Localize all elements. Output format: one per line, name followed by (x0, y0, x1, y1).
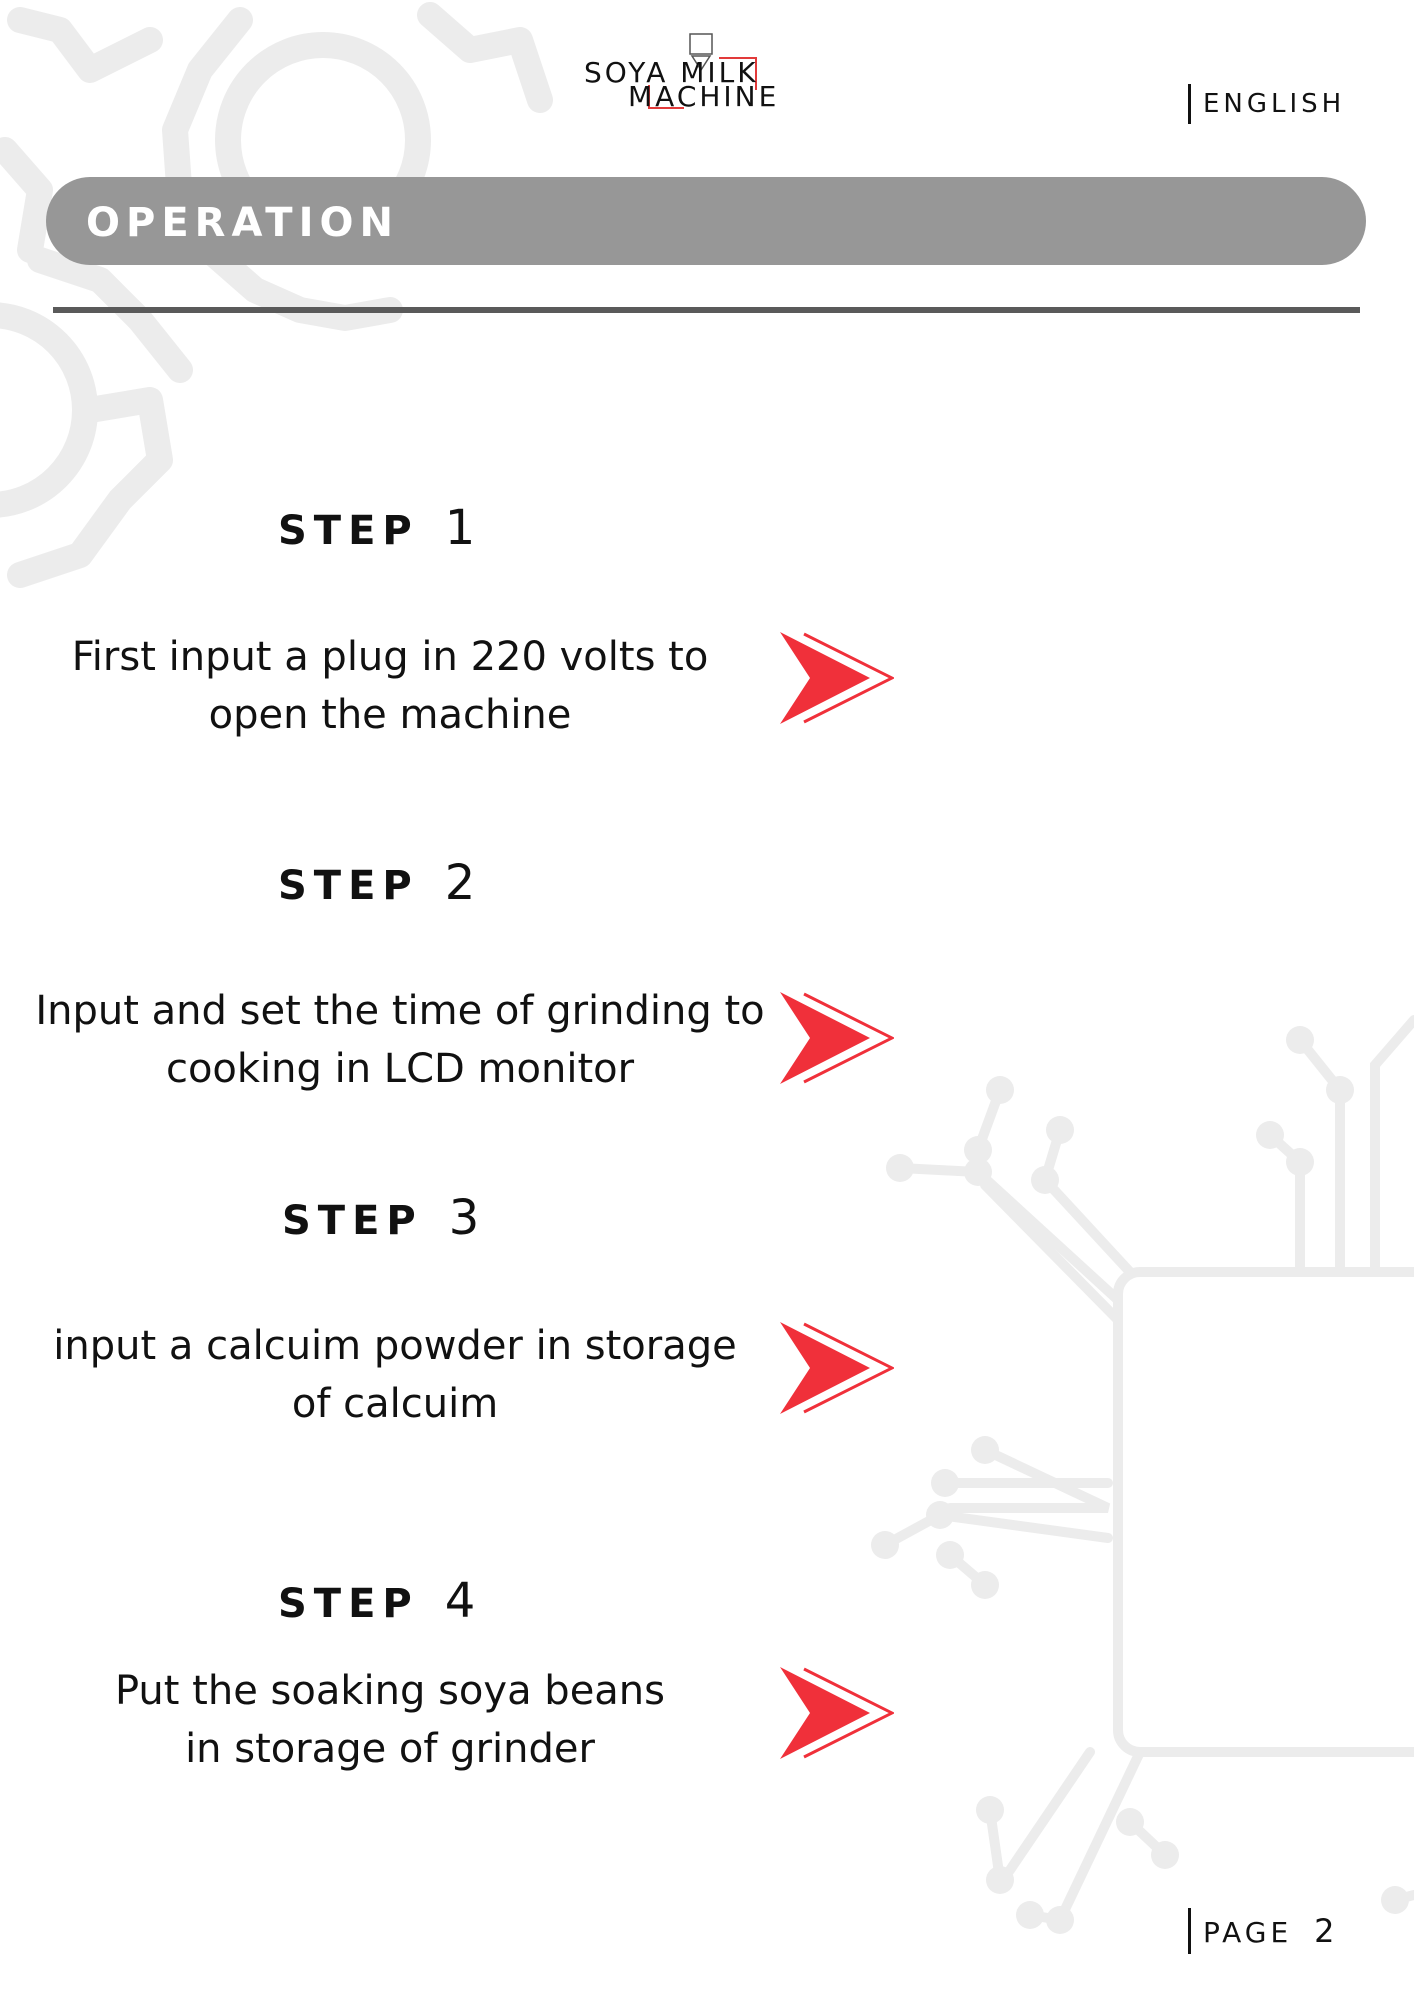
step-3-text-line-1: input a calcuim powder in storage (53, 1323, 737, 1369)
page-number: 2 (1314, 1912, 1335, 1950)
step-3-number: 3 (448, 1190, 480, 1246)
step-3-description: input a calcuim powder in storage of cal… (30, 1317, 760, 1433)
step-2-heading: STEP 2 (278, 855, 475, 911)
step-2-text-line-1: Input and set the time of grinding to (35, 988, 765, 1034)
step-1-text-line-2: open the machine (208, 692, 572, 738)
logo-line-1: SOYA MILK (584, 56, 759, 89)
step-4-description: Put the soaking soya beans in storage of… (40, 1662, 740, 1778)
logo-line-2: MACHINE (628, 80, 780, 113)
step-1-heading: STEP 1 (278, 500, 475, 556)
step-4-number: 4 (444, 1573, 476, 1629)
step-4-text-line-2: in storage of grinder (185, 1726, 595, 1772)
step-2-text-line-2: cooking in LCD monitor (165, 1046, 635, 1092)
step-3-heading: STEP 3 (282, 1190, 479, 1246)
step-1-label: STEP (278, 508, 419, 554)
page-label: PAGE (1203, 1916, 1293, 1949)
step-2-label: STEP (278, 863, 419, 909)
step-1-text-line-1: First input a plug in 220 volts to (71, 634, 709, 680)
double-chevron-right-icon (780, 632, 894, 724)
logo: SOYA MILK MACHINE (584, 30, 824, 120)
section-title: OPERATION (86, 200, 399, 246)
logo-mark-icon (648, 33, 757, 109)
language-label: ENGLISH (1188, 84, 1345, 124)
step-4-label: STEP (278, 1581, 419, 1627)
section-banner: OPERATION (46, 177, 1366, 265)
step-1-description: First input a plug in 220 volts to open … (40, 628, 740, 744)
step-4-text-line-1: Put the soaking soya beans (115, 1668, 665, 1714)
double-chevron-right-icon (780, 1322, 894, 1414)
step-3-label: STEP (282, 1198, 423, 1244)
page-footer: PAGE 2 (1188, 1908, 1335, 1954)
step-4-heading: STEP 4 (278, 1573, 475, 1629)
step-3-text-line-2: of calcuim (291, 1381, 499, 1427)
double-chevron-right-icon (780, 1667, 894, 1759)
step-2-description: Input and set the time of grinding to co… (10, 982, 790, 1098)
step-1-number: 1 (444, 500, 476, 556)
language-text: ENGLISH (1203, 89, 1346, 119)
step-2-number: 2 (444, 855, 476, 911)
double-chevron-right-icon (780, 992, 894, 1084)
section-divider (53, 307, 1360, 313)
